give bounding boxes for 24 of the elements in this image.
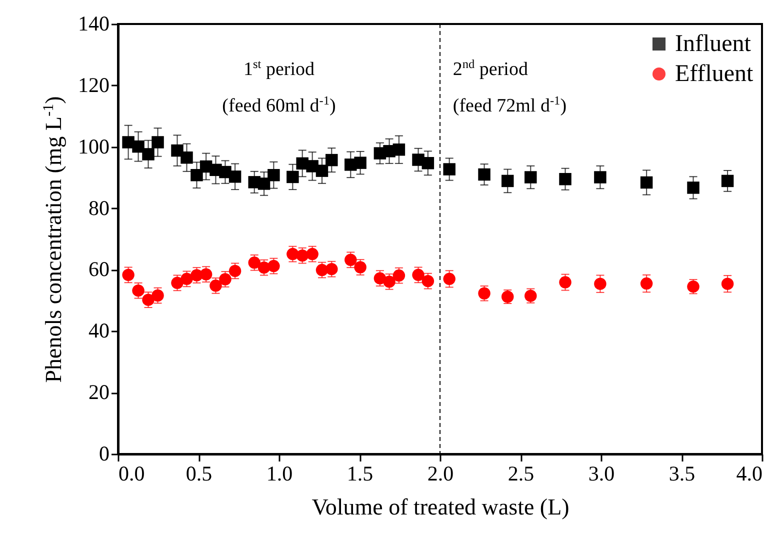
y-tick-label: 100 (78, 134, 110, 158)
x-tick-label: 3.5 (668, 462, 696, 486)
y-tick-label: 140 (78, 12, 110, 36)
y-tick-label: 60 (88, 257, 110, 282)
x-tick-label: 4.0 (736, 462, 762, 486)
y-tick-label: 0 (99, 442, 110, 466)
x-tick-label: 0.5 (186, 462, 212, 486)
legend-label: Effluent (675, 61, 754, 87)
annotation: (feed 72ml d$^{-1}$) (452, 94, 567, 117)
annotation: (feed 60ml d$^{-1}$) (222, 94, 336, 117)
y-tick-label: 120 (78, 72, 110, 97)
x-tick-label: 3.0 (588, 462, 615, 486)
x-tick-label: 2.5 (508, 462, 534, 486)
x-tick-label: 0.0 (118, 462, 145, 486)
x-tick-label: 2.0 (427, 462, 454, 486)
y-tick-label: 80 (88, 196, 110, 220)
annotation: 1$^{st}$ period (244, 57, 315, 80)
legend-label: Influent (675, 31, 752, 57)
x-tick-label: 1.0 (266, 462, 293, 486)
annotation: 2$^{nd}$ period (452, 57, 528, 80)
y-tick-label: 20 (88, 380, 110, 404)
x-axis-title: Volume of treated waste (L) (312, 494, 570, 520)
y-tick-label: 40 (88, 318, 110, 343)
x-tick-label: 1.5 (346, 462, 374, 486)
